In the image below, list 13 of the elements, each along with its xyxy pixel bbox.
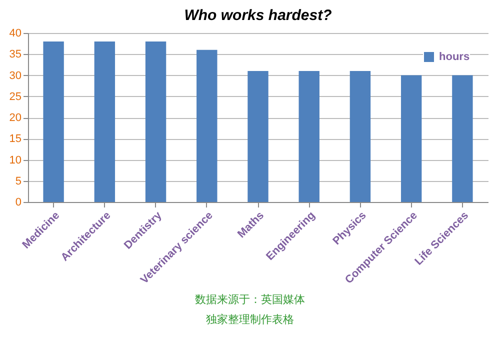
text: 独家整理制作表格 [205, 312, 295, 328]
y-tick-label: 5 [15, 175, 22, 188]
y-tick-label: 20 [9, 112, 22, 124]
y-tick-label: 25 [9, 90, 22, 103]
y-tick-label: 15 [9, 133, 22, 146]
chart-title: Who works hardest? [184, 7, 332, 24]
y-tick-label: 0 [15, 196, 22, 208]
y-tick-label: 40 [9, 28, 22, 40]
y-tick-label: 35 [9, 48, 22, 61]
legend-label: hours [439, 51, 470, 63]
y-tick-label: 30 [9, 70, 22, 82]
y-tick-label: 10 [9, 154, 22, 166]
text: 数据来源于：英国媒体 [194, 292, 306, 308]
